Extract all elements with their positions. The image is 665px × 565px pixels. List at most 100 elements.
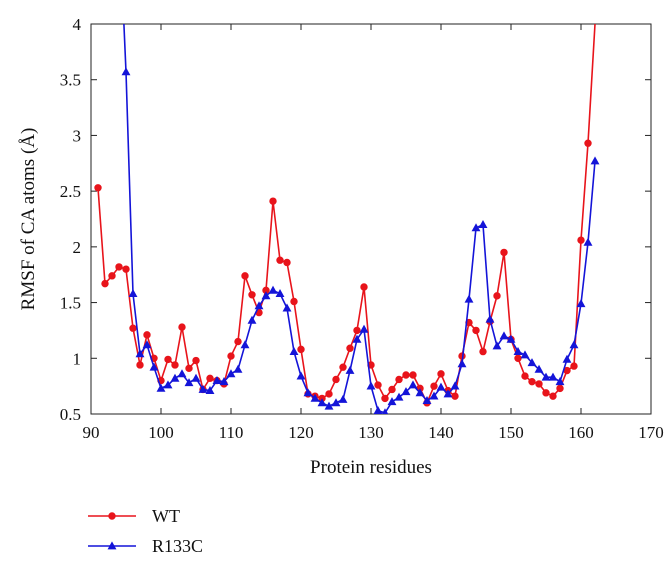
data-point-wt	[227, 352, 235, 360]
data-point-r133c	[478, 219, 488, 228]
data-point-r133c	[142, 340, 152, 349]
data-point-wt	[381, 394, 389, 403]
data-point-r133c	[381, 408, 389, 414]
data-point-r133c	[527, 358, 537, 367]
data-point-wt	[185, 364, 193, 373]
x-tick-label: 150	[498, 423, 524, 442]
data-point-r133c	[352, 334, 362, 343]
data-point-r133c	[429, 391, 439, 400]
data-point-r133c	[128, 289, 138, 298]
data-point-r133c	[583, 237, 593, 246]
data-point-r133c	[534, 364, 544, 373]
x-tick-label: 170	[638, 423, 664, 442]
x-tick-label: 160	[568, 423, 594, 442]
data-point-r133c	[471, 223, 481, 232]
data-point-r133c	[240, 340, 250, 349]
legend: WT R133C	[88, 506, 203, 556]
data-point-wt	[514, 354, 522, 362]
data-point-wt	[171, 361, 179, 369]
data-point-r133c	[394, 392, 404, 401]
x-tick-label: 100	[148, 423, 174, 442]
data-point-wt	[206, 374, 214, 383]
data-point-r133c	[548, 372, 558, 381]
data-point-r133c	[163, 380, 173, 389]
data-point-r133c	[387, 397, 397, 406]
data-point-r133c	[443, 389, 453, 398]
data-point-wt	[94, 184, 102, 192]
data-point-wt	[346, 344, 354, 352]
data-point-r133c	[436, 382, 446, 391]
data-point-wt	[374, 381, 382, 389]
data-point-r133c	[345, 365, 355, 374]
data-point-wt	[430, 382, 438, 390]
data-point-r133c	[506, 334, 516, 343]
data-point-wt	[290, 297, 298, 306]
data-point-wt	[437, 370, 445, 378]
data-point-r133c	[275, 289, 285, 298]
data-point-wt	[276, 256, 284, 264]
data-point-r133c	[366, 381, 376, 390]
x-tick-label: 110	[219, 423, 244, 442]
x-axis-ticks: 90 100 110 120 130 140 150 160 170	[83, 24, 664, 442]
data-point-r133c	[541, 372, 551, 381]
x-tick-label: 120	[288, 423, 314, 442]
data-point-wt	[535, 380, 543, 388]
y-tick-label: 3	[73, 126, 82, 145]
data-point-wt	[115, 263, 123, 271]
legend-swatch-marker	[107, 541, 117, 550]
data-point-r133c	[254, 301, 264, 310]
data-point-wt	[129, 324, 137, 332]
data-point-wt	[451, 392, 459, 400]
legend-label: R133C	[152, 536, 203, 556]
y-tick-label: 1.5	[60, 294, 81, 313]
y-tick-label: 0.5	[60, 405, 81, 424]
x-tick-label: 130	[358, 423, 384, 442]
data-point-wt	[136, 361, 144, 369]
data-point-r133c	[569, 340, 579, 349]
y-tick-label: 4	[73, 15, 82, 34]
x-tick-label: 90	[83, 423, 100, 442]
data-point-wt	[528, 377, 536, 386]
data-point-wt	[570, 362, 578, 370]
data-point-r133c	[226, 369, 236, 378]
y-tick-label: 2	[73, 238, 82, 257]
data-point-wt	[549, 392, 557, 400]
data-point-r133c	[513, 346, 523, 355]
data-point-r133c	[205, 385, 215, 394]
y-axis-ticks: 0.5 1 1.5 2 2.5 3 3.5 4	[60, 15, 651, 424]
data-point-r133c	[303, 388, 313, 397]
data-point-r133c	[450, 381, 460, 390]
data-point-r133c	[177, 369, 187, 378]
data-point-r133c	[485, 314, 495, 323]
legend-item-r133c: R133C	[88, 536, 203, 556]
data-point-wt	[332, 375, 340, 384]
data-point-wt	[101, 279, 109, 288]
data-point-wt	[269, 197, 277, 205]
data-point-r133c	[415, 388, 425, 397]
data-point-wt	[500, 248, 508, 257]
data-point-r133c	[310, 393, 320, 402]
data-point-r133c	[261, 291, 271, 300]
data-point-r133c	[212, 375, 222, 384]
x-axis-title: Protein residues	[310, 457, 432, 478]
data-point-r133c	[268, 285, 278, 294]
data-point-r133c	[401, 387, 411, 396]
data-point-r133c	[520, 350, 530, 359]
data-point-r133c	[121, 67, 131, 76]
legend-item-wt: WT	[88, 506, 180, 526]
data-point-r133c	[562, 354, 572, 363]
data-point-wt	[234, 337, 242, 346]
data-point-wt	[178, 323, 186, 331]
data-point-r133c	[219, 377, 229, 386]
data-point-wt	[360, 283, 368, 291]
data-point-wt	[164, 355, 172, 364]
data-point-r133c	[317, 398, 327, 407]
data-point-wt	[402, 371, 410, 379]
data-point-r133c	[499, 331, 509, 340]
data-point-r133c	[156, 383, 166, 392]
series-line-wt	[97, 24, 596, 404]
data-point-wt	[339, 363, 347, 371]
series-layer	[94, 24, 600, 414]
data-point-r133c	[359, 324, 369, 333]
data-point-r133c	[198, 384, 208, 393]
